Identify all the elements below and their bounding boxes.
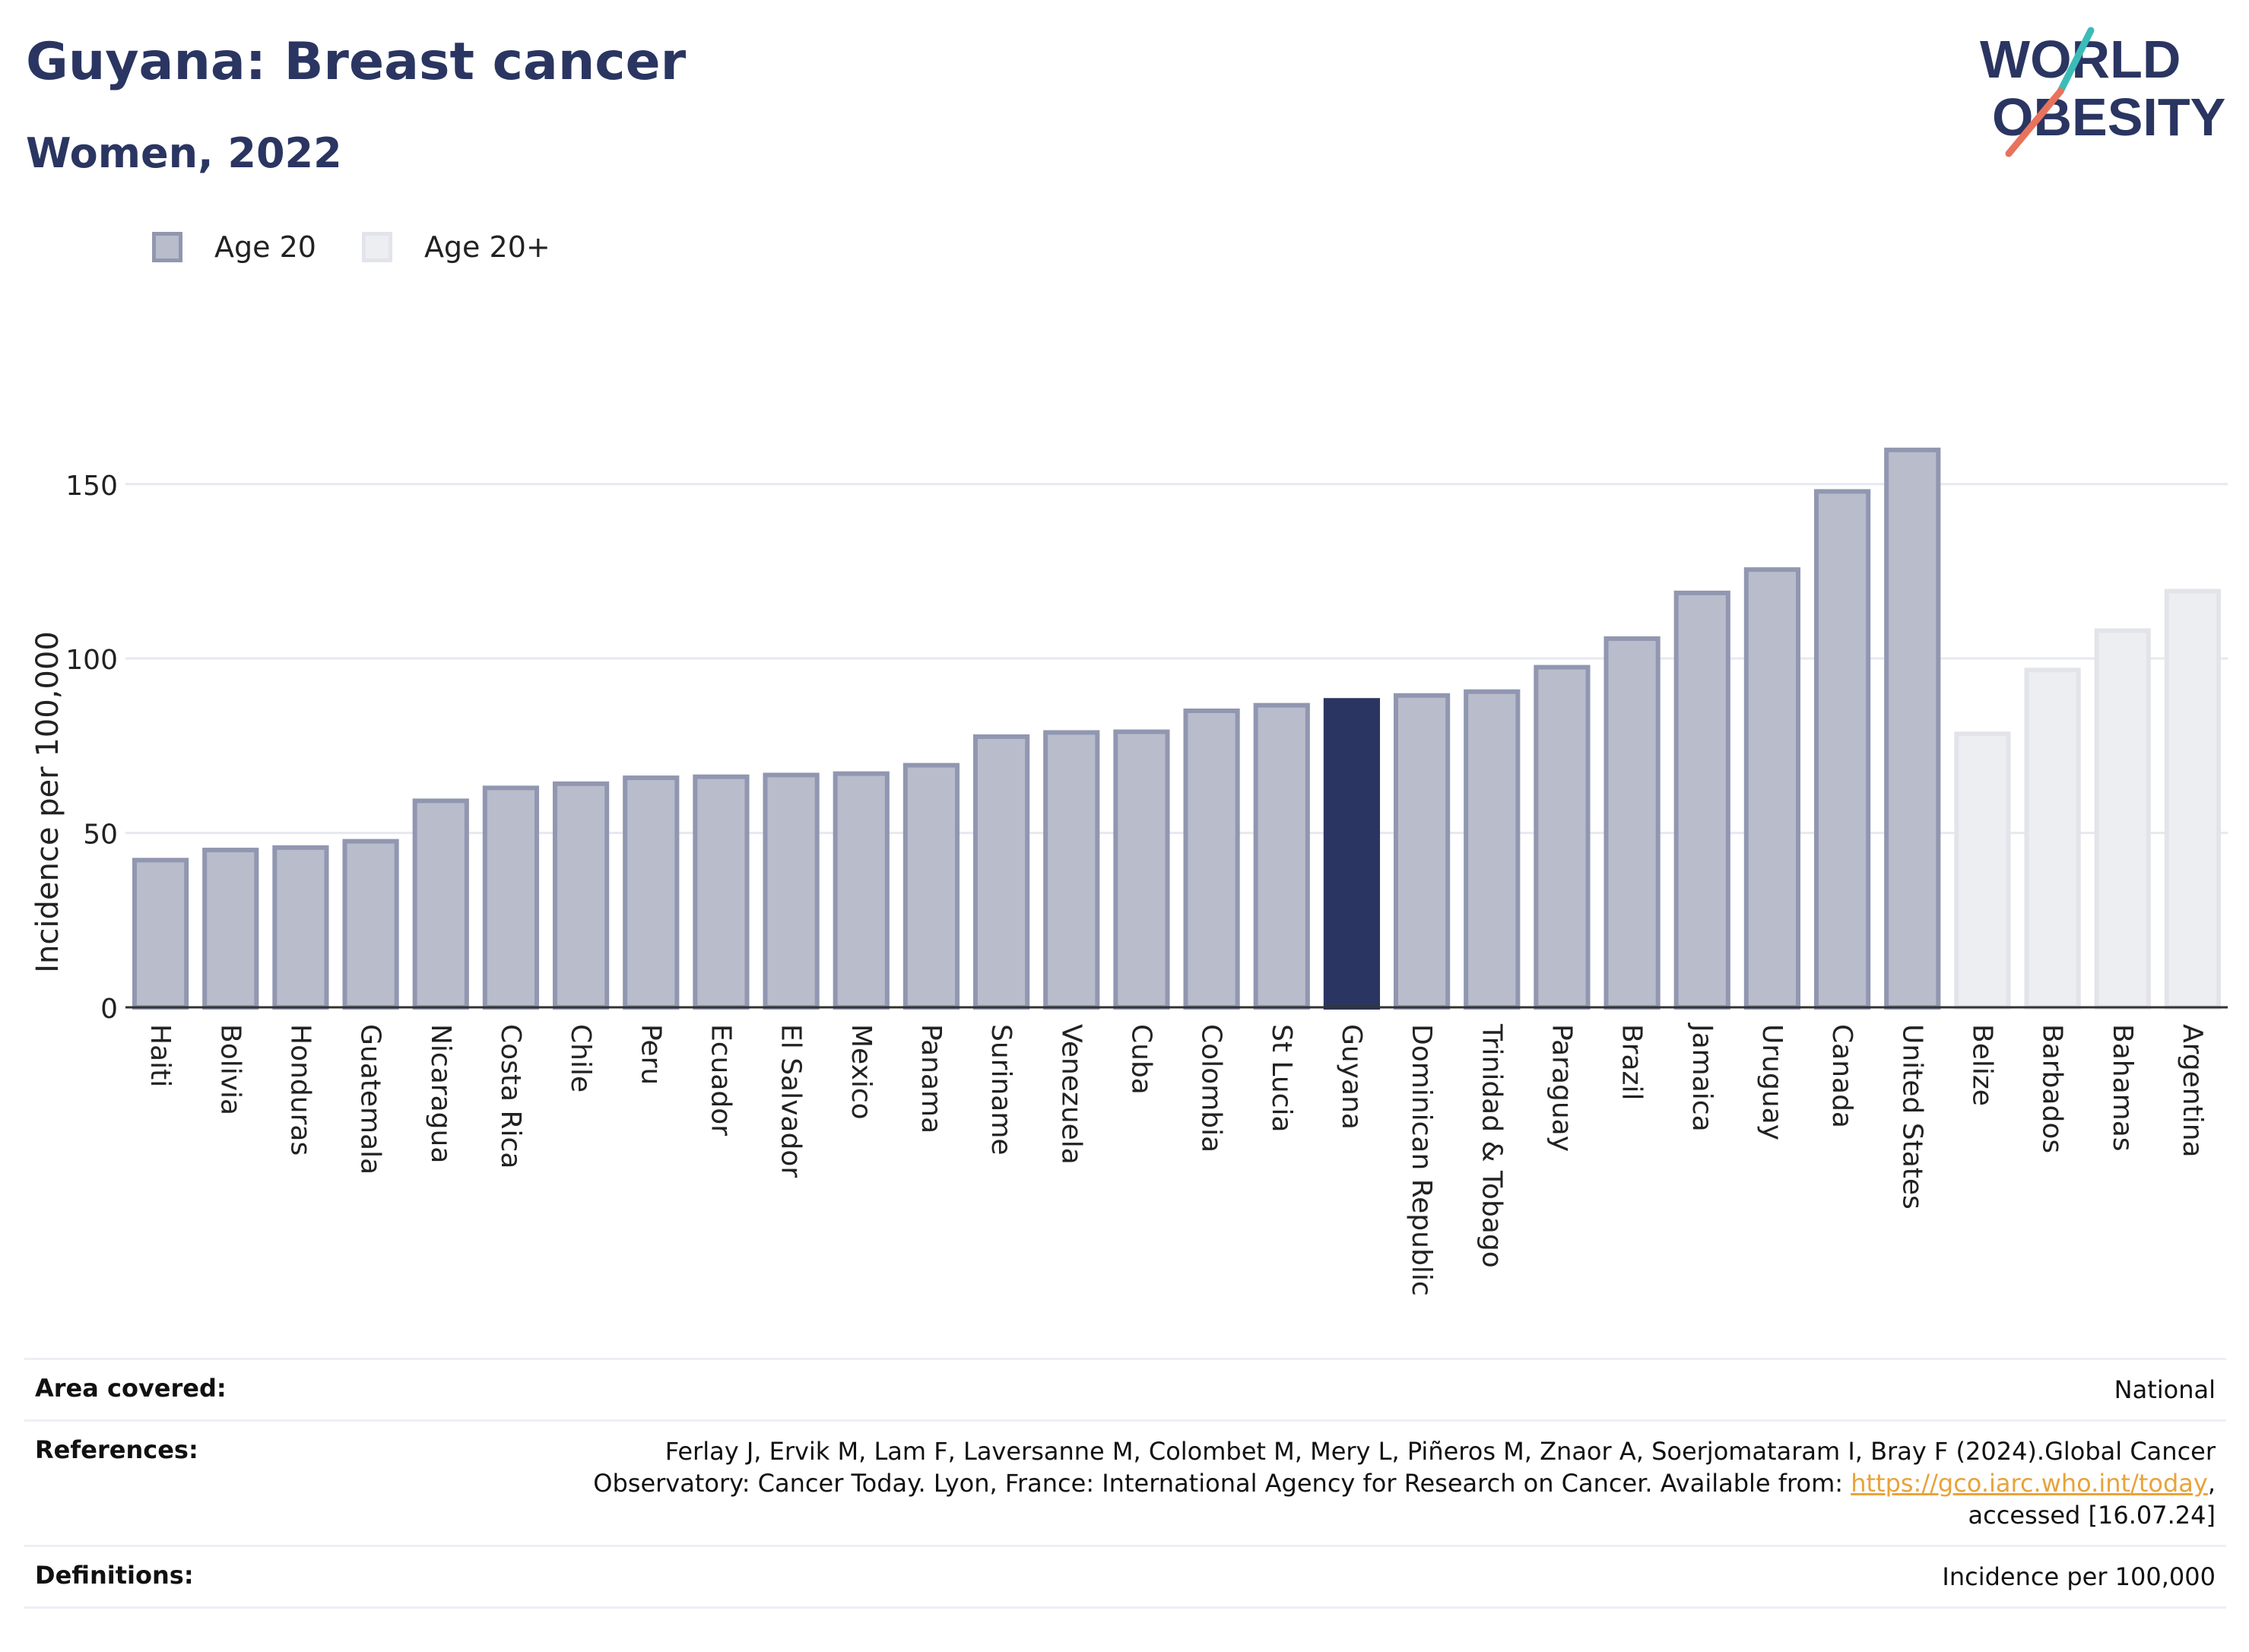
bar-chart: 0 50 100 150 Incidence per 100,000 Haiti Boliv… [30, 447, 2228, 1296]
bar-barbados [2024, 667, 2081, 1010]
x-tick-label: Paraguay [1546, 1024, 1577, 1152]
bar-ecuador [693, 774, 750, 1010]
x-tick-label: Guyana [1336, 1024, 1367, 1130]
bar-dominican-republic [1393, 693, 1451, 1010]
legend-swatch-age20plus [361, 232, 392, 262]
page-subtitle: Women, 2022 [26, 129, 342, 177]
bar-guyana [1323, 698, 1381, 1010]
x-tick-label: United States [1896, 1024, 1927, 1210]
bar-costa-rica [482, 785, 540, 1010]
x-tick-label: Nicaragua [425, 1024, 456, 1163]
y-tick-label: 50 [83, 820, 118, 851]
bar-argentina [2164, 588, 2222, 1010]
world-obesity-logo: WORLD OBESITY [1980, 27, 2225, 157]
info-row-references: References: Ferlay J, Ervik M, Lam F, La… [24, 1419, 2226, 1545]
x-tick-label: St Lucia [1266, 1024, 1297, 1133]
y-tick-label: 0 [100, 994, 118, 1025]
x-tick-label: Haiti [144, 1024, 176, 1087]
bar-st-lucia [1253, 702, 1310, 1010]
info-table: Area covered: National References: Ferla… [24, 1358, 2226, 1609]
bar-bahamas [2094, 628, 2151, 1010]
bar-suriname [972, 734, 1030, 1010]
bar-nicaragua [412, 798, 469, 1010]
x-tick-label: Bahamas [2107, 1024, 2138, 1152]
definitions-value: Incidence per 100,000 [1942, 1562, 2216, 1591]
bar-united-states [1884, 447, 1941, 1010]
legend-item-age20plus[interactable]: Age 20+ [361, 230, 550, 264]
bar-bolivia [202, 848, 259, 1010]
x-tick-label: Uruguay [1756, 1024, 1787, 1140]
bar-jamaica [1673, 590, 1730, 1010]
bar-canada [1813, 489, 1871, 1010]
area-label: Area covered: [35, 1374, 227, 1403]
chart-legend: Age 20 Age 20+ [152, 227, 596, 268]
x-tick-label: Peru [635, 1024, 666, 1085]
info-row-definitions: Definitions: Incidence per 100,000 [24, 1545, 2226, 1609]
definitions-label: Definitions: [35, 1561, 194, 1590]
legend-item-age20[interactable]: Age 20 [152, 230, 316, 264]
info-row-area: Area covered: National [24, 1358, 2226, 1419]
y-tick-label: 150 [65, 471, 118, 502]
legend-label-age20: Age 20 [214, 230, 316, 264]
logo-line2: OBESITY [1992, 87, 2225, 147]
bar-honduras [272, 845, 329, 1010]
bar-chile [552, 781, 610, 1010]
bar-mexico [833, 771, 890, 1010]
legend-label-age20plus: Age 20+ [423, 230, 550, 264]
x-tick-label: Trinidad & Tobago [1476, 1023, 1507, 1268]
bar-belize [1954, 731, 2011, 1010]
bar-el-salvador [763, 772, 820, 1010]
x-tick-label: Venezuela [1055, 1024, 1086, 1165]
x-tick-label: Colombia [1196, 1024, 1227, 1153]
bar-venezuela [1043, 730, 1100, 1010]
bar-panama [902, 763, 960, 1010]
x-tick-label: Honduras [284, 1024, 316, 1156]
references-text-4: accessed [16.07.24] [1968, 1501, 2216, 1530]
logo-line1: WORLD [1980, 30, 2181, 89]
x-tick-label: Mexico [845, 1024, 877, 1120]
bar-guatemala [342, 839, 399, 1010]
x-tick-label: Dominican Republic [1406, 1024, 1437, 1296]
references-label: References: [35, 1435, 198, 1464]
y-tick-label: 100 [65, 645, 118, 676]
references-text-2: Observatory: Cancer Today. Lyon, France:… [593, 1469, 1851, 1498]
x-tick-label: El Salvador [776, 1024, 807, 1178]
area-value: National [2114, 1375, 2216, 1404]
x-tick-label: Ecuador [705, 1024, 736, 1136]
x-tick-label: Argentina [2177, 1024, 2208, 1158]
references-value: Ferlay J, Ervik M, Lam F, Laversanne M, … [593, 1435, 2216, 1531]
page-title: Guyana: Breast cancer [26, 32, 687, 92]
x-tick-label: Barbados [2037, 1024, 2068, 1153]
bar-cuba [1113, 729, 1170, 1010]
x-tick-label: Suriname [985, 1024, 1017, 1156]
x-tick-label: Jamaica [1686, 1023, 1718, 1132]
bar-paraguay [1534, 664, 1591, 1010]
x-tick-label: Canada [1826, 1024, 1857, 1128]
x-tick-label: Brazil [1616, 1024, 1648, 1100]
y-axis-title: Incidence per 100,000 [30, 631, 65, 973]
bar-colombia [1183, 709, 1240, 1010]
x-tick-label: Chile [565, 1024, 596, 1092]
x-tick-label: Costa Rica [495, 1024, 526, 1168]
x-tick-label: Panama [915, 1024, 947, 1134]
bar-haiti [132, 858, 189, 1010]
legend-swatch-age20 [152, 232, 182, 262]
bar-brazil [1603, 636, 1661, 1010]
bar-peru [623, 775, 680, 1010]
bar-uruguay [1743, 567, 1801, 1010]
x-tick-label: Bolivia [214, 1024, 246, 1115]
bar-trinidad-tobago [1464, 689, 1521, 1010]
references-text-3: , [2207, 1469, 2216, 1498]
x-tick-label: Belize [1966, 1024, 1997, 1106]
x-tick-label: Cuba [1125, 1024, 1156, 1095]
references-text-1: Ferlay J, Ervik M, Lam F, Laversanne M, … [665, 1437, 2216, 1466]
x-tick-label: Guatemala [355, 1024, 386, 1175]
references-link[interactable]: https://gco.iarc.who.int/today [1851, 1469, 2208, 1498]
